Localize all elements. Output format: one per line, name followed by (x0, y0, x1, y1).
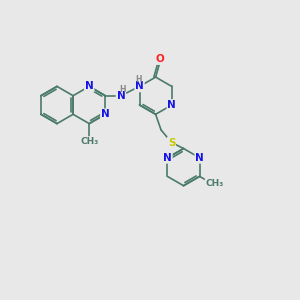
Text: N: N (195, 153, 204, 163)
Text: N: N (101, 109, 110, 119)
Text: N: N (116, 91, 125, 101)
Text: H: H (135, 75, 141, 84)
Text: O: O (155, 54, 164, 64)
Text: N: N (85, 81, 94, 92)
Text: N: N (135, 81, 144, 92)
Text: CH₃: CH₃ (206, 178, 224, 188)
Text: H: H (119, 85, 126, 94)
Text: S: S (168, 137, 175, 148)
Text: CH₃: CH₃ (80, 137, 98, 146)
Text: N: N (167, 100, 176, 110)
Text: N: N (163, 153, 172, 163)
